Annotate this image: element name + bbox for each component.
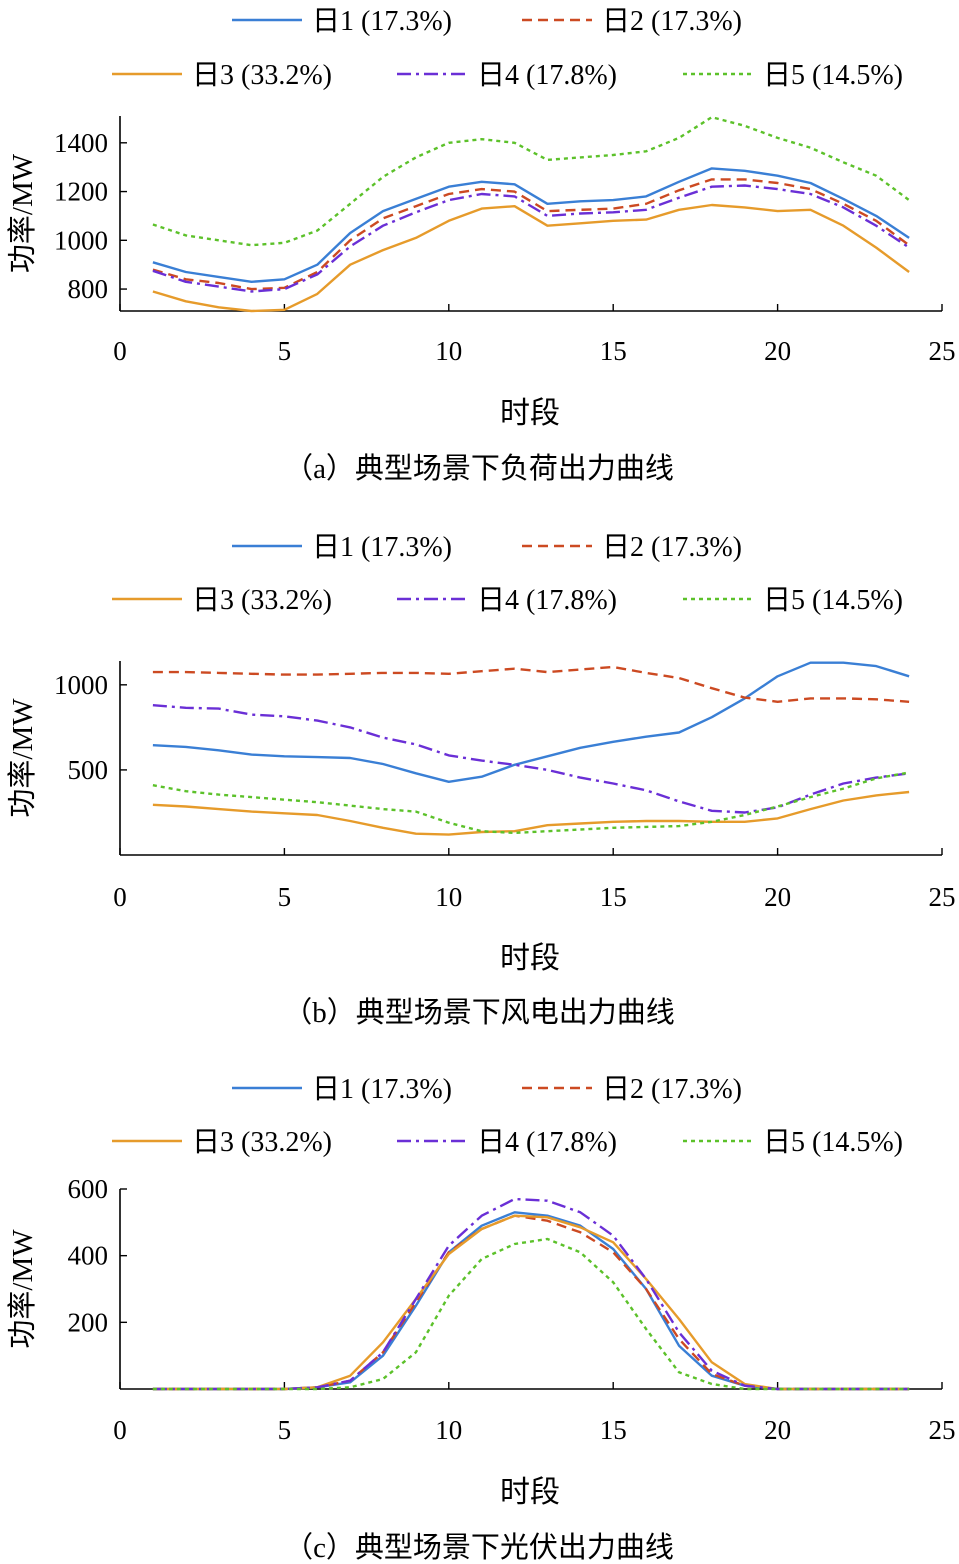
x-tick-label: 10	[435, 1415, 462, 1445]
x-tick-label: 5	[278, 336, 292, 366]
x-tick-label: 0	[113, 882, 127, 912]
series-line-day4	[152, 1197, 910, 1391]
legend-label-2: 日2 (17.3%)	[602, 532, 742, 563]
chart-panel-1: 日1 (17.3%) 日2 (17.3%) 日3 (33.2%) 日4 (17.8%)…	[6, 6, 956, 485]
x-tick-label: 0	[113, 1415, 127, 1445]
legend-label-1: 日1 (17.3%)	[312, 1074, 452, 1105]
series-line-day1	[152, 167, 910, 283]
legend-label-3: 日3 (33.2%)	[192, 585, 332, 616]
x-tick-label: 15	[600, 882, 627, 912]
x-tick-label: 25	[929, 336, 956, 366]
y-tick-label: 1000	[54, 225, 108, 255]
legend: 日1 (17.3%) 日2 (17.3%) 日3 (33.2%) 日4 (17.8%)…	[112, 1074, 903, 1158]
y-tick-label: 500	[68, 755, 109, 785]
y-tick-label: 1000	[54, 670, 108, 700]
x-axis-label: 时段	[500, 397, 560, 430]
series-line-day2	[152, 665, 910, 703]
x-axis-label: 时段	[500, 1476, 560, 1509]
series-line-day1	[152, 1211, 910, 1391]
legend-label-2: 日2 (17.3%)	[602, 1074, 742, 1105]
series-line-day5	[152, 115, 910, 247]
x-tick-label: 5	[278, 1415, 292, 1445]
legend-label-2: 日2 (17.3%)	[602, 6, 742, 37]
y-tick-label: 1200	[54, 177, 108, 207]
series-line-day3	[152, 203, 910, 313]
series-line-day5	[152, 1237, 910, 1391]
legend-label-4: 日4 (17.8%)	[477, 585, 617, 616]
y-tick-label: 200	[68, 1307, 109, 1337]
series-line-day1	[152, 661, 910, 783]
series-line-day2	[152, 178, 910, 291]
chart-panel-2: 日1 (17.3%) 日2 (17.3%) 日3 (33.2%) 日4 (17.8%)…	[6, 532, 956, 1029]
legend-label-5: 日5 (14.5%)	[763, 1127, 903, 1158]
x-tick-label: 10	[435, 882, 462, 912]
chart-panel-3: 日1 (17.3%) 日2 (17.3%) 日3 (33.2%) 日4 (17.8%)…	[6, 1074, 956, 1564]
x-tick-label: 20	[764, 1415, 791, 1445]
x-tick-label: 25	[929, 882, 956, 912]
legend: 日1 (17.3%) 日2 (17.3%) 日3 (33.2%) 日4 (17.8%)…	[112, 6, 903, 91]
y-axis-label: 功率/MW	[6, 153, 39, 273]
chart-caption: （a）典型场景下负荷出力曲线	[284, 452, 674, 485]
x-tick-label: 10	[435, 336, 462, 366]
x-tick-label: 25	[929, 1415, 956, 1445]
legend-label-1: 日1 (17.3%)	[312, 6, 452, 37]
legend-label-5: 日5 (14.5%)	[763, 585, 903, 616]
y-axis-label: 功率/MW	[6, 698, 39, 818]
y-tick-label: 600	[68, 1174, 109, 1204]
chart-caption: （b）典型场景下风电出力曲线	[283, 996, 675, 1029]
x-axis-label: 时段	[500, 942, 560, 975]
x-tick-label: 15	[600, 336, 627, 366]
x-tick-label: 0	[113, 336, 127, 366]
x-tick-label: 15	[600, 1415, 627, 1445]
y-tick-label: 1400	[54, 128, 108, 158]
series-line-day4	[152, 704, 910, 814]
legend-label-4: 日4 (17.8%)	[477, 1127, 617, 1158]
series-line-day3	[152, 790, 910, 836]
x-tick-label: 5	[278, 882, 292, 912]
legend-label-4: 日4 (17.8%)	[477, 60, 617, 91]
x-tick-label: 20	[764, 882, 791, 912]
series-line-day5	[152, 771, 910, 835]
legend-label-3: 日3 (33.2%)	[192, 60, 332, 91]
series-line-day4	[152, 184, 910, 293]
legend-label-1: 日1 (17.3%)	[312, 532, 452, 563]
legend-label-5: 日5 (14.5%)	[763, 60, 903, 91]
y-tick-label: 400	[68, 1241, 109, 1271]
y-axis-label: 功率/MW	[6, 1229, 39, 1349]
chart-caption: （c）典型场景下光伏出力曲线	[284, 1531, 674, 1564]
legend-label-3: 日3 (33.2%)	[192, 1127, 332, 1158]
y-tick-label: 800	[68, 274, 109, 304]
legend: 日1 (17.3%) 日2 (17.3%) 日3 (33.2%) 日4 (17.8%)…	[112, 532, 903, 616]
x-tick-label: 20	[764, 336, 791, 366]
